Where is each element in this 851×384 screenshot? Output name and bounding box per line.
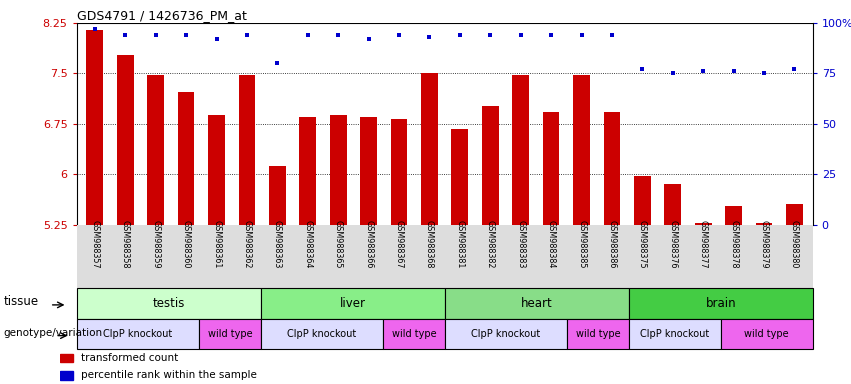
Point [788, 66, 802, 73]
Point [636, 66, 649, 73]
Text: wild type: wild type [575, 329, 620, 339]
Bar [199, 319, 260, 349]
Point [757, 70, 771, 76]
Bar [721, 319, 813, 349]
Bar [260, 288, 444, 319]
Text: ClpP knockout: ClpP knockout [103, 329, 173, 339]
Point [362, 36, 375, 42]
Bar [603, 113, 620, 225]
Bar [444, 288, 629, 319]
Point [118, 32, 132, 38]
Bar [786, 204, 802, 225]
Text: heart: heart [521, 297, 552, 310]
Text: testis: testis [152, 297, 185, 310]
Text: percentile rank within the sample: percentile rank within the sample [81, 370, 256, 381]
Bar [269, 166, 286, 225]
Text: wild type: wild type [745, 329, 789, 339]
Bar [391, 119, 408, 225]
Point [331, 32, 345, 38]
Point [514, 32, 528, 38]
Point [483, 32, 497, 38]
Bar [208, 115, 225, 225]
Bar [117, 55, 134, 225]
Point [88, 26, 101, 32]
Text: liver: liver [340, 297, 366, 310]
Bar [87, 30, 103, 225]
Bar [634, 176, 651, 225]
Point [696, 68, 710, 74]
Bar [512, 76, 529, 225]
Bar [629, 319, 721, 349]
Text: ClpP knockout: ClpP knockout [471, 329, 540, 339]
Bar [694, 223, 711, 225]
Bar [383, 319, 444, 349]
Text: ClpP knockout: ClpP knockout [640, 329, 709, 339]
Text: GDS4791 / 1426736_PM_at: GDS4791 / 1426736_PM_at [77, 9, 247, 22]
Bar [300, 117, 316, 225]
Point [240, 32, 254, 38]
Bar [238, 76, 255, 225]
Text: ClpP knockout: ClpP knockout [288, 329, 357, 339]
Bar [756, 223, 773, 225]
Text: wild type: wild type [208, 329, 252, 339]
Point [545, 32, 558, 38]
Point [392, 32, 406, 38]
Bar [60, 371, 72, 380]
Text: tissue: tissue [4, 295, 39, 308]
Text: wild type: wild type [391, 329, 437, 339]
Bar [360, 117, 377, 225]
Bar [77, 288, 260, 319]
Bar [77, 319, 199, 349]
Point [574, 32, 588, 38]
Text: brain: brain [705, 297, 736, 310]
Bar [665, 184, 681, 225]
Bar [330, 115, 346, 225]
Bar [543, 113, 559, 225]
Bar [629, 288, 813, 319]
Bar [568, 319, 629, 349]
Point [301, 32, 315, 38]
Text: genotype/variation: genotype/variation [4, 328, 103, 338]
Point [666, 70, 680, 76]
Bar [260, 319, 383, 349]
Point [727, 68, 740, 74]
Point [453, 32, 466, 38]
Bar [444, 319, 568, 349]
Point [271, 60, 284, 66]
Point [149, 32, 163, 38]
Bar [574, 75, 590, 225]
Point [180, 32, 193, 38]
Bar [60, 354, 72, 362]
Text: transformed count: transformed count [81, 353, 178, 363]
Bar [178, 91, 195, 225]
Bar [421, 73, 437, 225]
Bar [482, 106, 499, 225]
Point [209, 36, 223, 42]
Point [423, 34, 437, 40]
Point [605, 32, 619, 38]
Bar [725, 206, 742, 225]
Bar [452, 129, 468, 225]
Bar [147, 76, 164, 225]
